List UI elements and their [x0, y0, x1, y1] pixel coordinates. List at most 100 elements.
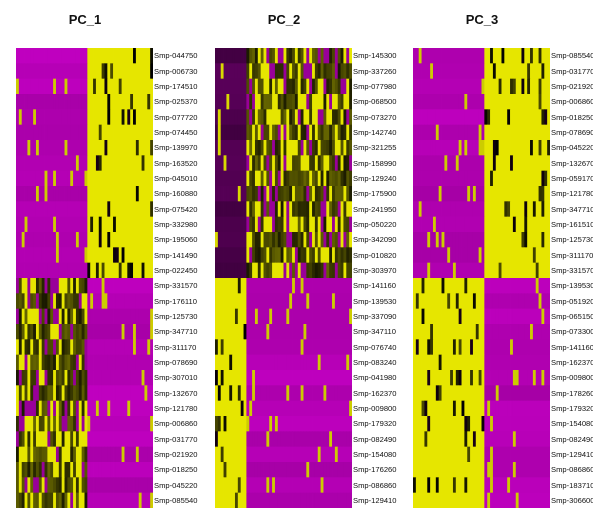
heatmap-cell — [475, 78, 480, 95]
heatmap-cell — [217, 324, 222, 340]
heatmap-cell — [16, 431, 20, 448]
heatmap-cell — [538, 170, 542, 187]
heatmap-cell — [90, 201, 94, 218]
heatmap-cell — [24, 63, 28, 80]
heatmap-cell — [518, 94, 522, 110]
heatmap-cell — [78, 201, 83, 218]
heatmap-cell — [472, 140, 477, 156]
heatmap-cell — [64, 140, 68, 156]
heatmap-cell — [272, 431, 276, 448]
heatmap-cell — [329, 324, 333, 340]
heatmap-cell — [283, 324, 287, 340]
heatmap-cell — [70, 324, 74, 340]
heatmap-cell — [512, 124, 517, 141]
heatmap-cell — [30, 140, 34, 156]
heatmap-cell — [286, 186, 290, 202]
heatmap-cell — [30, 324, 34, 340]
heatmap-cell — [501, 324, 505, 340]
heatmap-cell — [144, 201, 148, 218]
heatmap-cell — [44, 339, 48, 356]
heatmap-cell — [334, 339, 339, 356]
heatmap-cell — [544, 216, 548, 233]
gene-label: Smp-073270 — [353, 112, 397, 122]
heatmap-cell — [317, 78, 321, 95]
heatmap-cell — [27, 400, 31, 417]
heatmap-cell — [64, 201, 68, 218]
heatmap-cell — [18, 416, 23, 432]
heatmap-cell — [538, 140, 542, 156]
heatmap-cell — [515, 308, 519, 325]
heatmap-cell — [257, 216, 262, 233]
heatmap-cell — [277, 109, 282, 126]
heatmap-cell — [544, 293, 548, 310]
heatmap-cell — [444, 492, 448, 508]
heatmap-cell — [312, 94, 316, 110]
heatmap-cell — [498, 201, 502, 218]
heatmap-cell — [317, 324, 321, 340]
heatmap-cell — [121, 262, 125, 279]
heatmap-cell — [435, 247, 440, 264]
heatmap-cell — [475, 339, 480, 356]
heatmap-cell — [130, 416, 134, 432]
heatmap-cell — [240, 247, 244, 264]
heatmap-cell — [87, 446, 91, 463]
heatmap-cell — [138, 94, 142, 110]
heatmap-cell — [110, 94, 114, 110]
heatmap-cell — [292, 186, 296, 202]
heatmap-cell — [16, 400, 20, 417]
heatmap-cell — [292, 201, 296, 218]
heatmap-cell — [101, 78, 105, 95]
heatmap-cell — [286, 416, 290, 432]
heatmap-cell — [138, 370, 142, 386]
heatmap-cell — [252, 278, 256, 294]
heatmap-cell — [450, 431, 454, 448]
heatmap-cell — [484, 324, 488, 340]
heatmap-cell — [215, 385, 219, 402]
heatmap-cell — [337, 109, 341, 126]
heatmap-cell — [450, 354, 454, 371]
heatmap-cell — [16, 124, 20, 141]
heatmap-cell — [90, 370, 94, 386]
heatmap-cell — [467, 124, 471, 141]
heatmap-cell — [413, 370, 417, 386]
heatmap-cell — [337, 216, 341, 233]
heatmap-cell — [438, 492, 442, 508]
heatmap-cell — [113, 354, 117, 371]
heatmap-cell — [73, 339, 77, 356]
heatmap-cell — [461, 232, 465, 248]
heatmap-cell — [323, 48, 327, 64]
heatmap-cell — [484, 140, 488, 156]
heatmap-cell — [260, 201, 264, 218]
heatmap-cell — [541, 247, 545, 264]
heatmap-cell — [107, 293, 111, 310]
heatmap-cell — [144, 370, 148, 386]
heatmap-cell — [306, 94, 310, 110]
heatmap-cell — [512, 216, 517, 233]
heatmap-cell — [461, 201, 465, 218]
heatmap-cell — [110, 492, 114, 508]
heatmap-cell — [481, 385, 485, 402]
heatmap-cell — [272, 446, 276, 463]
heatmap-cell — [547, 63, 550, 80]
heatmap-cell — [35, 155, 40, 172]
heatmap-cell — [24, 201, 28, 218]
heatmap-cell — [21, 462, 25, 478]
heatmap-cell — [472, 247, 477, 264]
heatmap-cell — [118, 109, 122, 126]
heatmap-cell — [269, 324, 273, 340]
heatmap-cell — [249, 308, 253, 325]
heatmap-cell — [95, 370, 100, 386]
heatmap-cell — [340, 431, 344, 448]
heatmap-cell — [292, 400, 296, 417]
heatmap-cell — [521, 339, 525, 356]
heatmap-cell — [127, 385, 131, 402]
heatmap-cell — [507, 416, 511, 432]
heatmap-cell — [343, 416, 347, 432]
heatmap-cell — [487, 109, 491, 126]
heatmap-cell — [323, 385, 327, 402]
heatmap-cell — [257, 109, 262, 126]
heatmap-cell — [130, 462, 134, 478]
heatmap-cell — [70, 155, 74, 172]
heatmap-cell — [240, 477, 244, 494]
heatmap-cell — [490, 140, 494, 156]
